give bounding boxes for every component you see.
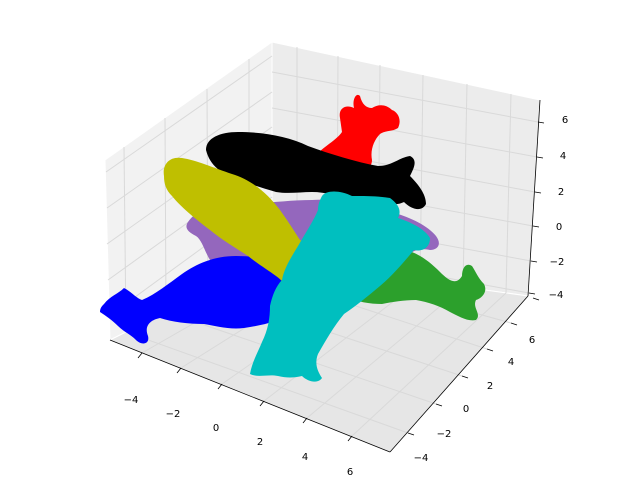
cow-cyan: [250, 191, 430, 382]
x-tick-label: 2: [257, 437, 263, 448]
y-axis-line: [389, 295, 529, 453]
x-tick-label: −4: [124, 395, 139, 406]
y-tick-label: 0: [463, 404, 469, 415]
z-tick-labels: −4 −2 0 2 4 6: [549, 115, 569, 301]
x-axis-line: [109, 339, 391, 453]
series-layer: [100, 94, 486, 382]
z-axis-line: [527, 99, 541, 297]
y-tick-labels: −4 −2 0 2 4 6: [414, 335, 536, 464]
cow-red: [312, 94, 400, 169]
y-tick-label: 6: [529, 335, 535, 346]
y-tick-label: 4: [508, 357, 514, 368]
z-tick-label: 2: [558, 187, 564, 198]
cow-blue: [100, 256, 314, 344]
z-tick-label: 6: [562, 115, 568, 126]
z-tick-label: −2: [550, 257, 565, 268]
z-tick-label: 4: [560, 151, 566, 162]
cow-black: [206, 132, 426, 210]
y-tick-label: 2: [487, 381, 493, 392]
z-tick-label: 0: [556, 222, 562, 233]
y-tick-label: −2: [437, 429, 452, 440]
tick-marks: [137, 121, 545, 442]
x-tick-labels: −4 −2 0 2 4 6: [124, 395, 354, 478]
y-tick-label: −4: [414, 453, 429, 464]
x-tick-label: 0: [213, 423, 219, 434]
x-tick-label: 6: [347, 467, 353, 478]
z-tick-label: −4: [549, 290, 564, 301]
x-tick-label: −2: [166, 409, 181, 420]
x-tick-label: 4: [302, 452, 308, 463]
axis-edges: [109, 99, 541, 453]
